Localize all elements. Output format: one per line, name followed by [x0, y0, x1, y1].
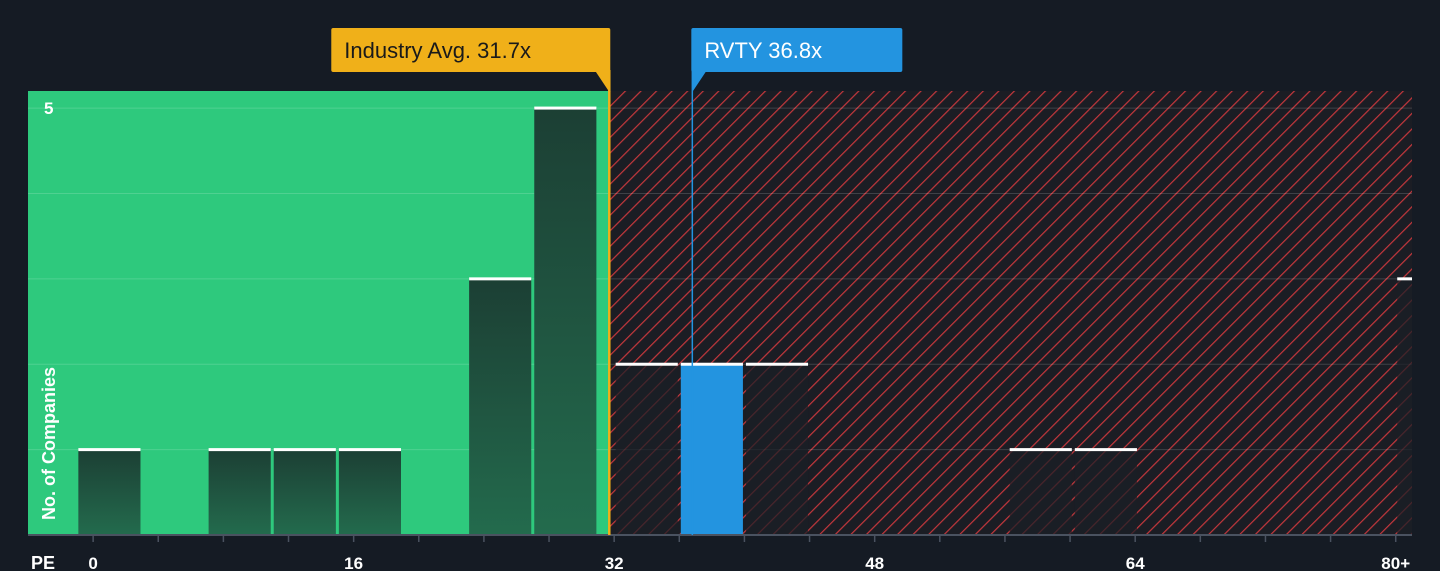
bar-top-line	[1074, 448, 1137, 452]
bar-top-line	[273, 448, 336, 452]
x-tick-label: 0	[88, 554, 97, 571]
bar-top-line	[745, 362, 809, 366]
histogram-bar	[1009, 449, 1072, 535]
company-marker: RVTY 36.8x	[691, 28, 903, 535]
bar-top-line	[1009, 448, 1072, 452]
bar-top-line	[534, 106, 597, 110]
histogram-bar	[1074, 449, 1137, 535]
bar-top-line	[680, 362, 743, 366]
bar-top-line	[338, 448, 401, 452]
x-tick-label: 64	[1126, 554, 1145, 571]
x-tick-label: 32	[605, 554, 624, 571]
histogram-bar	[534, 108, 597, 536]
x-tick-label: 80+	[1381, 554, 1410, 571]
y-axis-ticks: 5	[44, 99, 53, 118]
company-marker-pointer	[692, 71, 707, 92]
histogram-bar	[469, 278, 532, 535]
histogram-bar	[273, 449, 336, 535]
industry-avg-marker-label: Industry Avg. 31.7x	[344, 38, 531, 63]
x-axis-ticks: 0 16 32 48 64 80+	[88, 535, 1410, 571]
histogram-bars	[78, 106, 1412, 536]
x-tick-label: 48	[865, 554, 884, 571]
industry-avg-marker-pointer	[595, 71, 610, 92]
company-bar	[680, 364, 743, 535]
company-marker-label-box	[691, 28, 903, 72]
bar-top-line	[469, 277, 532, 281]
x-tick-label: 16	[344, 554, 363, 571]
industry-avg-marker-label-box	[331, 28, 611, 72]
bar-top-line	[615, 362, 678, 366]
reference-markers: Industry Avg. 31.7x RVTY 36.8x	[331, 28, 903, 535]
y-axis-title: No. of Companies	[39, 367, 59, 520]
company-marker-label: RVTY 36.8x	[704, 38, 822, 63]
histogram-bar	[615, 364, 678, 535]
histogram-bar	[745, 364, 809, 535]
bar-top-line	[1397, 277, 1412, 281]
histogram-bar	[1397, 278, 1412, 535]
histogram-bar	[338, 449, 401, 535]
bar-top-line	[78, 448, 141, 452]
histogram-bar	[78, 449, 141, 535]
y-tick-label: 5	[44, 99, 53, 118]
industry-avg-marker: Industry Avg. 31.7x	[331, 28, 611, 535]
histogram-bar	[208, 449, 271, 535]
bar-top-line	[208, 448, 271, 452]
x-axis-title: PE	[31, 553, 55, 571]
